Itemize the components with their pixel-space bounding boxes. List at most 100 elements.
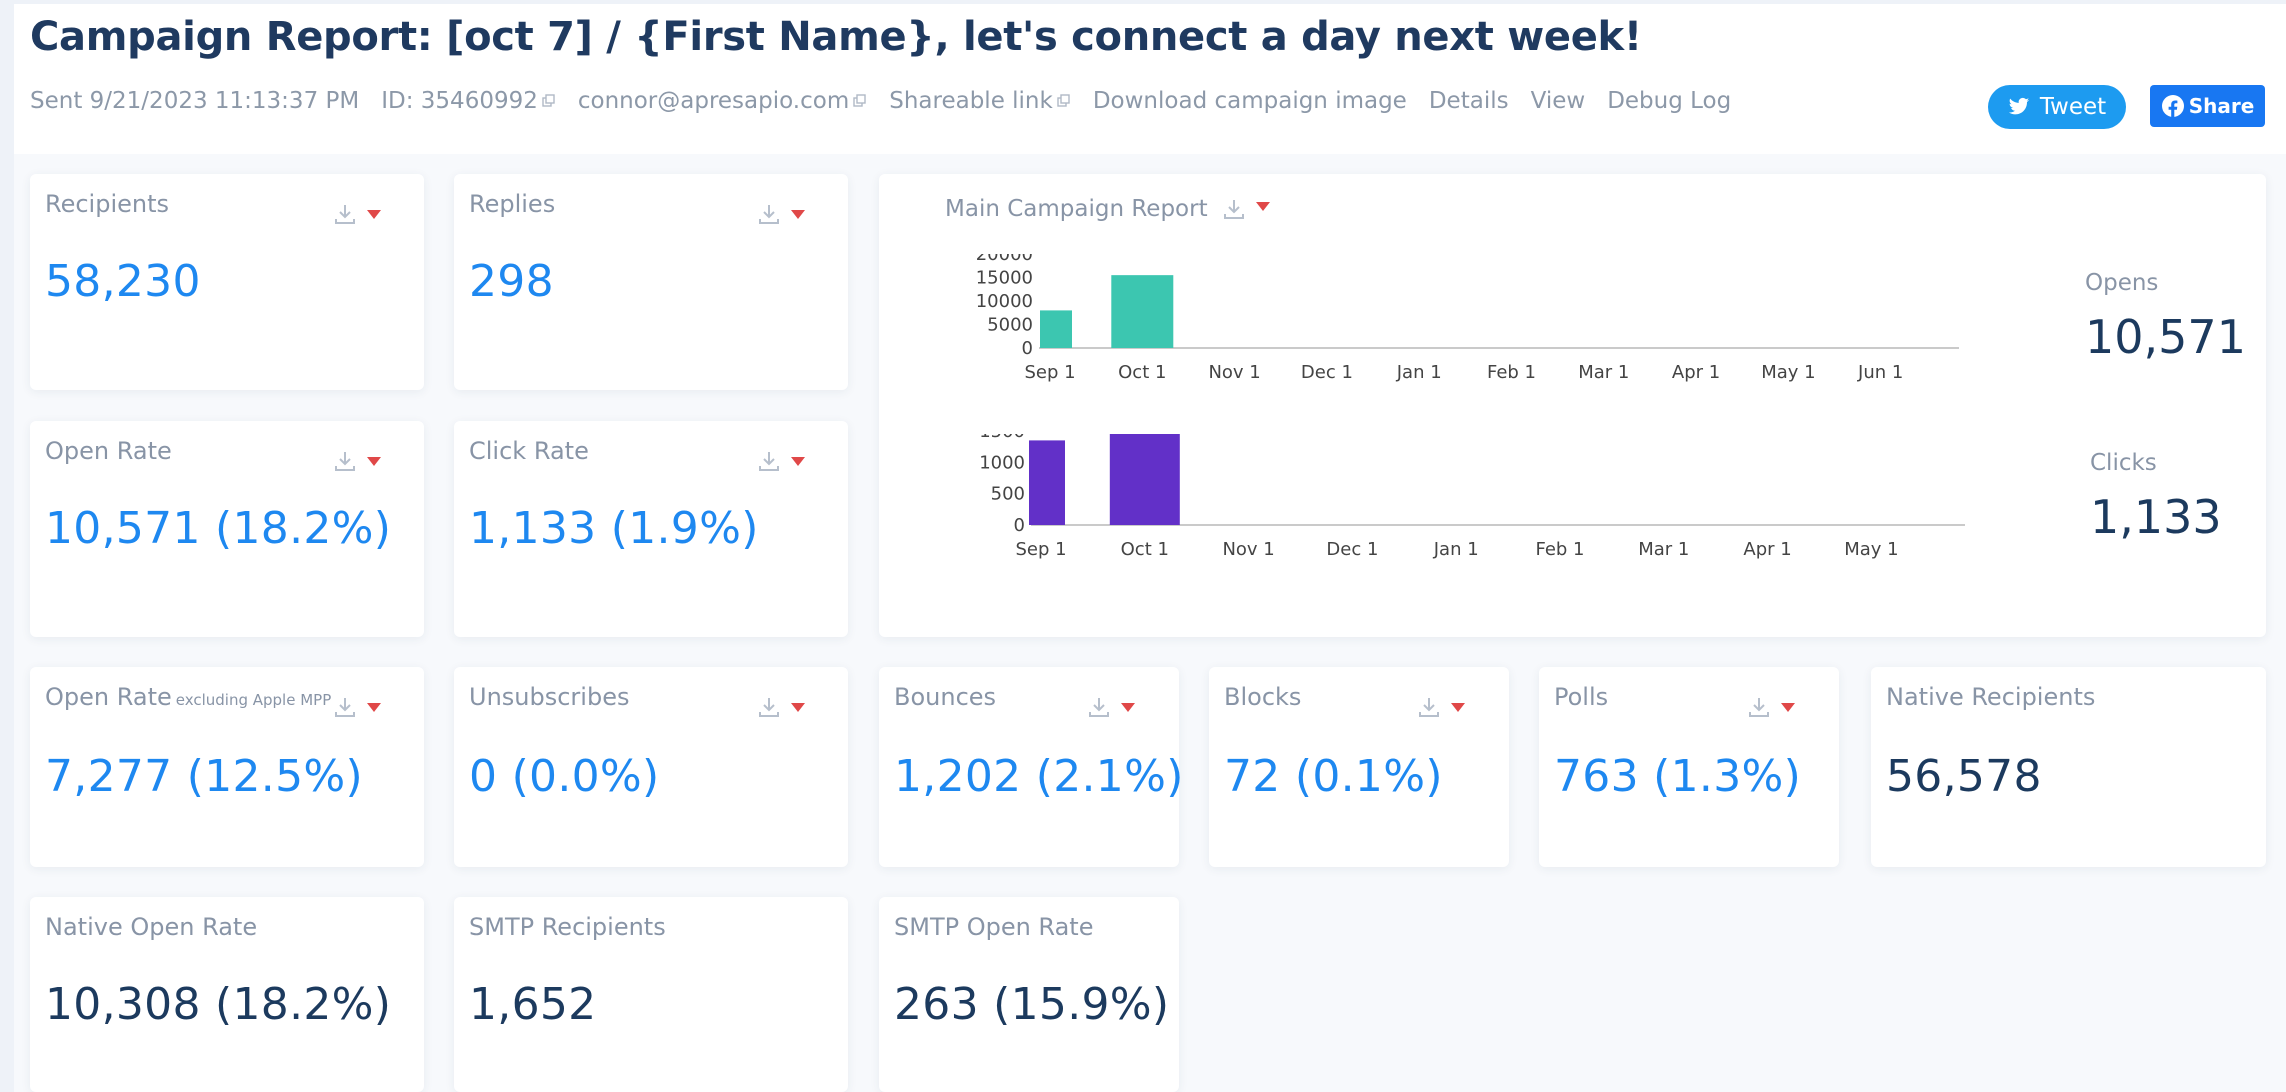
clicks-x-tick-label: Apr 1 bbox=[1743, 539, 1791, 560]
page-left-strip bbox=[0, 0, 14, 1092]
clicks-x-tick-label: Sep 1 bbox=[1015, 539, 1066, 560]
polls-card: Polls 763 (1.3%) bbox=[1539, 667, 1839, 867]
report-header bbox=[14, 4, 2286, 154]
opens-label: Opens bbox=[2085, 270, 2159, 296]
download-icon[interactable] bbox=[333, 695, 357, 719]
debug-log-link[interactable]: Debug Log bbox=[1607, 88, 1732, 114]
clicks-y-tick-label: 500 bbox=[991, 484, 1025, 505]
caret-down-icon[interactable] bbox=[1255, 201, 1270, 211]
opens-x-tick-label: Feb 1 bbox=[1487, 362, 1536, 383]
main-campaign-report-card: Main Campaign Report 0 5000 10000 15000 2000… bbox=[879, 174, 2266, 637]
card-actions[interactable] bbox=[333, 202, 381, 226]
bounces-card: Bounces 1,202 (2.1%) bbox=[879, 667, 1183, 867]
smtp-open-rate-card: SMTP Open Rate 263 (15.9%) bbox=[879, 897, 1179, 1092]
caret-down-icon[interactable] bbox=[367, 209, 381, 219]
card-actions[interactable] bbox=[333, 449, 381, 473]
click-rate-value: 1,133 (1.9%) bbox=[469, 503, 759, 554]
smtp-recipients-value: 1,652 bbox=[469, 979, 597, 1030]
download-icon[interactable] bbox=[757, 449, 781, 473]
opens-bar bbox=[1111, 275, 1174, 348]
caret-down-icon[interactable] bbox=[791, 456, 805, 466]
sent-date: Sent 9/21/2023 11:13:37 PM bbox=[30, 88, 360, 114]
caret-down-icon[interactable] bbox=[1781, 702, 1795, 712]
clicks-x-tick-label: Feb 1 bbox=[1535, 539, 1584, 560]
clicks-y-tick-label: 0 bbox=[1014, 515, 1025, 536]
open-rate-mpp-label: Open Rate excluding Apple MPP bbox=[45, 683, 331, 711]
caret-down-icon[interactable] bbox=[791, 702, 805, 712]
native-open-rate-value: 10,308 (18.2%) bbox=[45, 979, 392, 1030]
caret-down-icon[interactable] bbox=[1451, 702, 1465, 712]
facebook-share-button[interactable]: Share bbox=[2150, 85, 2265, 127]
sender-email[interactable]: connor@apresapio.com bbox=[578, 88, 867, 114]
copy-icon[interactable] bbox=[542, 94, 556, 108]
opens-x-tick-label: Nov 1 bbox=[1208, 362, 1260, 383]
blocks-value: 72 (0.1%) bbox=[1224, 751, 1443, 802]
recipients-value: 58,230 bbox=[45, 256, 201, 307]
unsubscribes-card: Unsubscribes 0 (0.0%) bbox=[454, 667, 848, 867]
smtp-recipients-card: SMTP Recipients 1,652 bbox=[454, 897, 848, 1092]
campaign-id[interactable]: ID: 35460992 bbox=[381, 88, 556, 114]
opens-x-tick-label: Dec 1 bbox=[1301, 362, 1353, 383]
page-title: Campaign Report: [oct 7] / {First Name},… bbox=[30, 14, 1642, 60]
opens-x-tick-label: Jun 1 bbox=[1857, 362, 1903, 383]
clicks-x-tick-label: May 1 bbox=[1844, 539, 1898, 560]
open-rate-label: Open Rate bbox=[45, 437, 172, 465]
download-icon[interactable] bbox=[1417, 695, 1441, 719]
details-link[interactable]: Details bbox=[1428, 88, 1509, 114]
share-label: Share bbox=[2188, 94, 2255, 118]
download-icon[interactable] bbox=[757, 202, 781, 226]
opens-x-tick-label: May 1 bbox=[1761, 362, 1815, 383]
opens-x-tick-label: Oct 1 bbox=[1118, 362, 1166, 383]
native-recipients-card: Native Recipients 56,578 bbox=[1871, 667, 2266, 867]
tweet-button[interactable]: Tweet bbox=[1988, 85, 2126, 129]
card-actions[interactable] bbox=[1747, 695, 1795, 719]
download-icon[interactable] bbox=[333, 202, 357, 226]
native-open-rate-label: Native Open Rate bbox=[45, 913, 258, 941]
copy-icon[interactable] bbox=[853, 94, 867, 108]
opens-x-tick-label: Apr 1 bbox=[1672, 362, 1720, 383]
clicks-x-tick-label: Jan 1 bbox=[1433, 539, 1479, 560]
main-campaign-report-label: Main Campaign Report bbox=[945, 196, 1208, 222]
clicks-bar bbox=[1029, 440, 1065, 525]
opens-x-tick-label: Mar 1 bbox=[1578, 362, 1629, 383]
native-open-rate-card: Native Open Rate 10,308 (18.2%) bbox=[30, 897, 424, 1092]
clicks-x-tick-label: Nov 1 bbox=[1222, 539, 1274, 560]
opens-y-tick-label: 5000 bbox=[987, 315, 1033, 336]
download-icon[interactable] bbox=[1222, 197, 1246, 221]
download-icon[interactable] bbox=[757, 695, 781, 719]
open-rate-value: 10,571 (18.2%) bbox=[45, 503, 392, 554]
caret-down-icon[interactable] bbox=[791, 209, 805, 219]
download-icon[interactable] bbox=[1747, 695, 1771, 719]
card-actions[interactable] bbox=[757, 202, 805, 226]
native-recipients-value: 56,578 bbox=[1886, 751, 2042, 802]
card-actions[interactable] bbox=[1087, 695, 1135, 719]
caret-down-icon[interactable] bbox=[367, 456, 381, 466]
opens-y-tick-label: 15000 bbox=[976, 268, 1033, 289]
download-campaign-image-link[interactable]: Download campaign image bbox=[1092, 88, 1407, 114]
shareable-link[interactable]: Shareable link bbox=[889, 88, 1071, 114]
download-icon[interactable] bbox=[333, 449, 357, 473]
replies-value: 298 bbox=[469, 256, 554, 307]
card-actions[interactable] bbox=[757, 695, 805, 719]
replies-card: Replies 298 bbox=[454, 174, 848, 390]
open-rate-mpp-sublabel: excluding Apple MPP bbox=[175, 691, 332, 709]
facebook-icon bbox=[2161, 95, 2184, 118]
blocks-card: Blocks 72 (0.1%) bbox=[1209, 667, 1509, 867]
polls-label: Polls bbox=[1554, 683, 1609, 711]
clicks-x-tick-label: Dec 1 bbox=[1326, 539, 1378, 560]
open-rate-mpp-value: 7,277 (12.5%) bbox=[45, 751, 363, 802]
caret-down-icon[interactable] bbox=[1121, 702, 1135, 712]
clicks-bar bbox=[1109, 434, 1180, 525]
download-icon[interactable] bbox=[1087, 695, 1111, 719]
caret-down-icon[interactable] bbox=[367, 702, 381, 712]
opens-x-tick-label: Jan 1 bbox=[1396, 362, 1442, 383]
opens-y-tick-label: 0 bbox=[1022, 338, 1033, 359]
card-actions[interactable] bbox=[333, 695, 381, 719]
card-actions[interactable] bbox=[757, 449, 805, 473]
card-actions[interactable] bbox=[1417, 695, 1465, 719]
copy-icon[interactable] bbox=[1057, 94, 1071, 108]
view-link[interactable]: View bbox=[1530, 88, 1586, 114]
clicks-value: 1,133 bbox=[2090, 490, 2222, 544]
campaign-id-text: ID: 35460992 bbox=[381, 88, 538, 114]
